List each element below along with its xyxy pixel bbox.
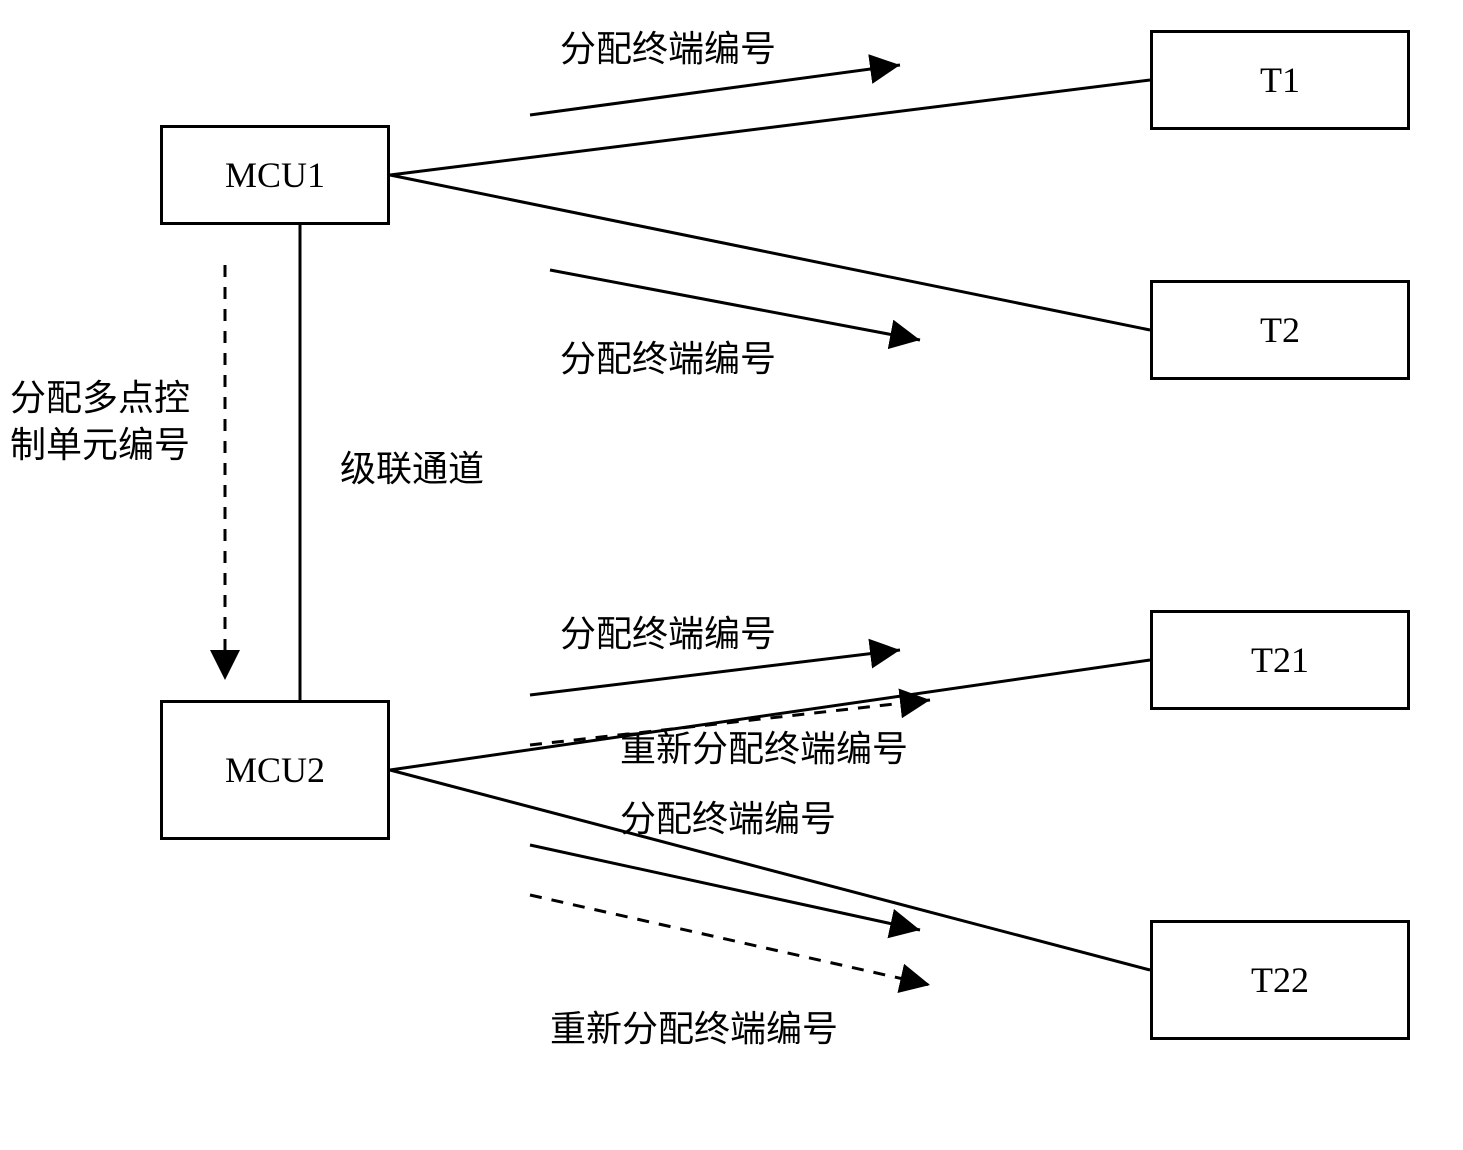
node-t1-label: T1 — [1260, 59, 1300, 101]
node-mcu1: MCU1 — [160, 125, 390, 225]
node-mcu2-label: MCU2 — [225, 749, 325, 791]
node-mcu2: MCU2 — [160, 700, 390, 840]
label-reassign-terminal-1: 重新分配终端编号 — [620, 720, 908, 772]
label-cascade-channel: 级联通道 — [340, 440, 484, 492]
node-t21: T21 — [1150, 610, 1410, 710]
label-assign-terminal-3: 分配终端编号 — [560, 605, 776, 657]
label-assign-terminal-1: 分配终端编号 — [560, 20, 776, 72]
node-t22-label: T22 — [1251, 959, 1309, 1001]
label-assign-mcu-number: 分配多点控制单元编号 — [10, 375, 190, 469]
diagram-canvas: MCU1 MCU2 T1 T2 T21 T22 分配终端编号 分配终端编号 分配… — [0, 0, 1463, 1150]
node-t21-label: T21 — [1251, 639, 1309, 681]
label-assign-terminal-4: 分配终端编号 — [620, 790, 836, 842]
node-t2: T2 — [1150, 280, 1410, 380]
label-reassign-terminal-2: 重新分配终端编号 — [550, 1000, 838, 1052]
node-t22: T22 — [1150, 920, 1410, 1040]
node-mcu1-label: MCU1 — [225, 154, 325, 196]
node-t2-label: T2 — [1260, 309, 1300, 351]
node-t1: T1 — [1150, 30, 1410, 130]
label-assign-terminal-2: 分配终端编号 — [560, 330, 776, 382]
